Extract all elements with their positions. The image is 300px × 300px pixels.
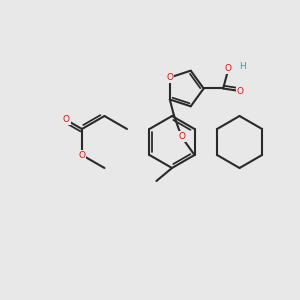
Text: O: O [166, 73, 173, 82]
Text: O: O [63, 116, 70, 124]
Text: O: O [237, 87, 244, 96]
Text: O: O [178, 132, 185, 141]
Text: O: O [225, 64, 232, 74]
Text: H: H [239, 62, 246, 71]
Text: O: O [78, 151, 85, 160]
